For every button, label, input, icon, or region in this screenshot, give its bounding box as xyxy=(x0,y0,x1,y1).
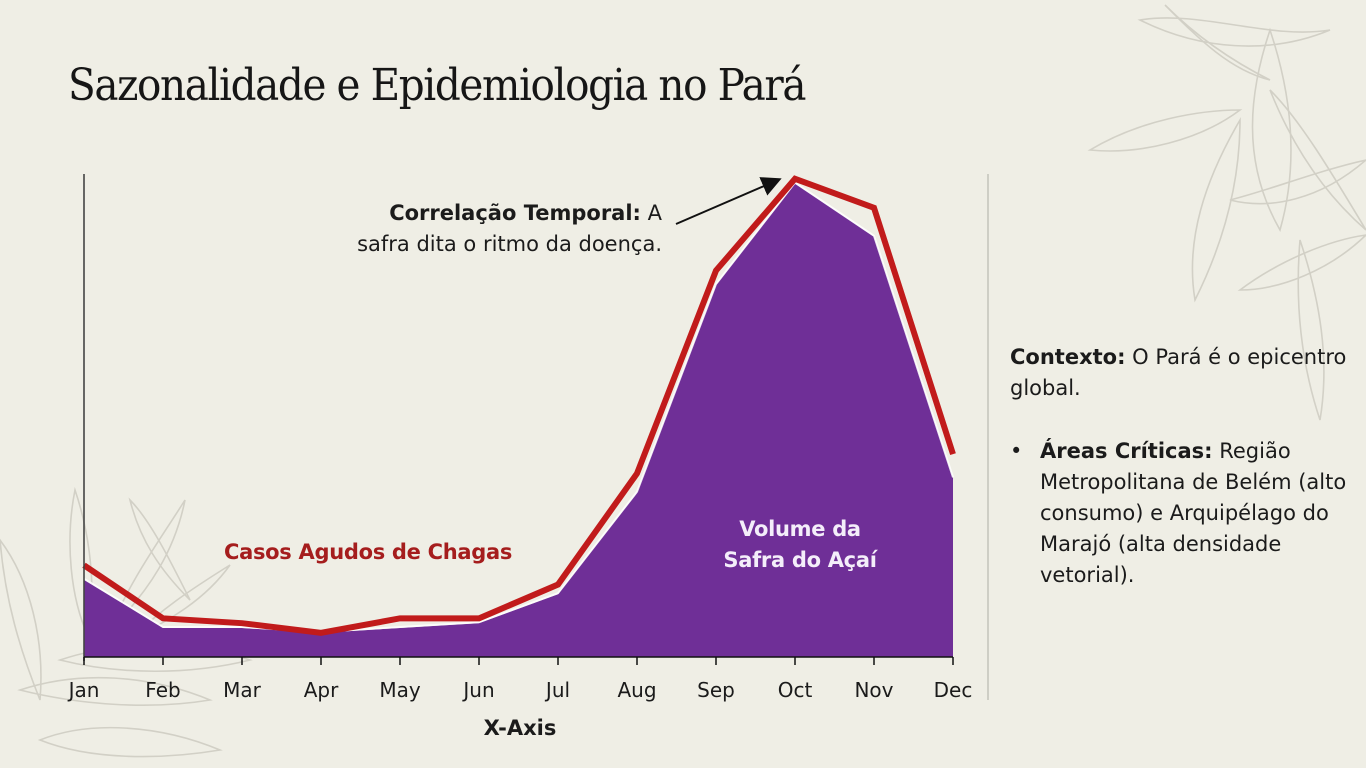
context-text: O Pará é o epicentro global. xyxy=(1010,345,1347,400)
critical-areas-label: Áreas Críticas: xyxy=(1040,439,1213,463)
acai-area xyxy=(84,183,953,657)
x-tick-label: Mar xyxy=(223,678,262,702)
chagas-series-label: Casos Agudos de Chagas xyxy=(224,540,513,564)
list-item: • Áreas Críticas: Região Metropolitana d… xyxy=(1010,436,1350,591)
context-label: Contexto: xyxy=(1010,345,1126,369)
annotation-arrow xyxy=(675,177,782,225)
x-tick-label: May xyxy=(379,678,421,702)
x-tick-label: Apr xyxy=(304,678,339,702)
leaf-shape xyxy=(1251,27,1292,233)
context-paragraph: Contexto: O Pará é o epicentro global. xyxy=(1010,342,1350,404)
leaf-shape xyxy=(1269,89,1366,231)
x-tick-label: Oct xyxy=(778,678,813,702)
leaf-shape xyxy=(1164,4,1271,81)
leaf-shape xyxy=(1191,117,1241,303)
acai-label-line1: Volume da xyxy=(739,517,861,541)
x-axis-title: X-Axis xyxy=(483,716,557,740)
annotation-line1: A xyxy=(640,201,662,225)
leaf-shape xyxy=(1087,109,1243,152)
acai-series-label: Volume da Safra do Açaí xyxy=(700,514,900,576)
critical-areas-list: • Áreas Críticas: Região Metropolitana d… xyxy=(1010,436,1350,591)
leaf-shape xyxy=(1237,234,1366,291)
annotation-bold: Correlação Temporal: xyxy=(389,201,641,225)
x-tick-label: Aug xyxy=(617,678,656,702)
leaf-shape xyxy=(17,676,213,707)
critical-areas-text: Região Metropolitana de Belém (alto cons… xyxy=(1040,439,1347,587)
bullet-icon: • xyxy=(1010,439,1023,463)
acai-area-edge xyxy=(83,181,954,633)
x-tick-label: Nov xyxy=(854,678,893,702)
chagas-line xyxy=(82,175,956,636)
leaf-shape xyxy=(0,538,42,701)
page-title: Sazonalidade e Epidemiologia no Pará xyxy=(68,60,806,111)
acai-label-line2: Safra do Açaí xyxy=(723,548,877,572)
annotation-text: Correlação Temporal: A safra dita o ritm… xyxy=(300,198,662,260)
leaf-shape xyxy=(128,497,191,601)
leaf-shape xyxy=(1137,17,1331,47)
leaf-shape xyxy=(37,726,223,758)
x-tick-label: Feb xyxy=(145,678,180,702)
x-tick-label: Jun xyxy=(461,678,494,702)
context-panel: Contexto: O Pará é o epicentro global. •… xyxy=(1010,342,1350,591)
annotation-line2: safra dita o ritmo da doença. xyxy=(357,232,662,256)
x-tick-label: Sep xyxy=(697,678,735,702)
x-tick-label: Jul xyxy=(544,678,570,702)
leaf-shape xyxy=(1297,239,1325,421)
x-tick-label: Dec xyxy=(934,678,973,702)
x-tick-label: Jan xyxy=(67,678,100,702)
